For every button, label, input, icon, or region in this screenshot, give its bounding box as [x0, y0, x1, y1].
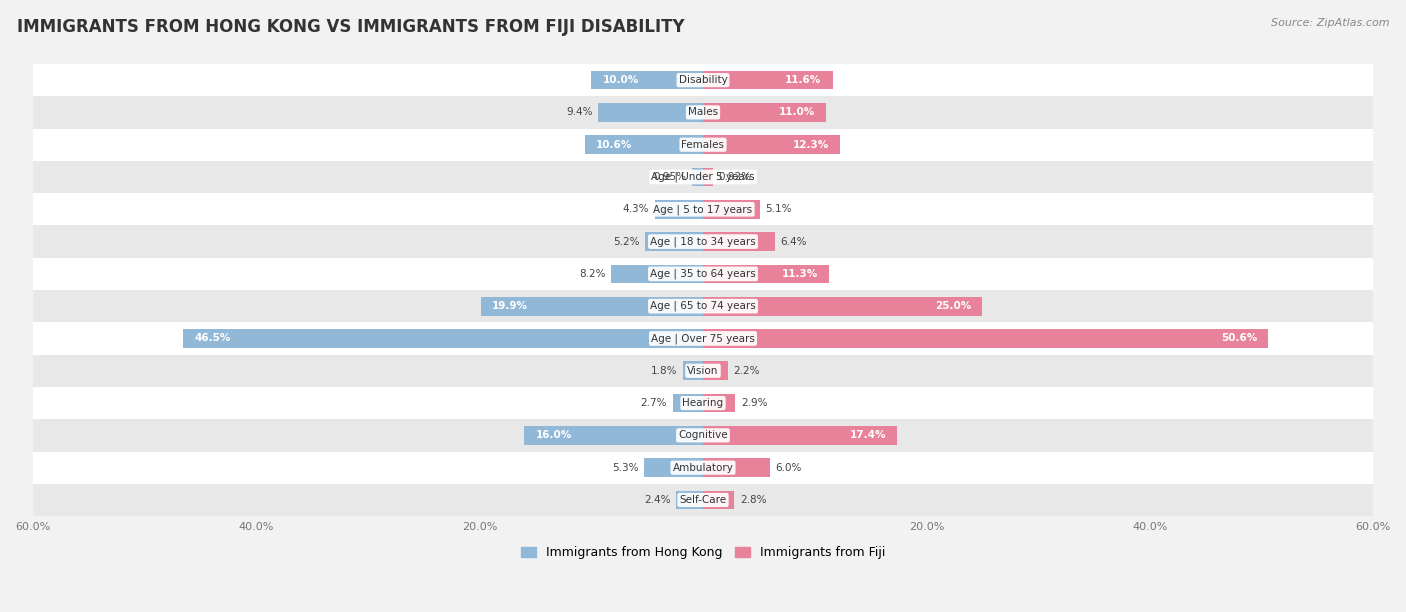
Text: 8.2%: 8.2%: [579, 269, 606, 279]
Text: 2.7%: 2.7%: [641, 398, 668, 408]
Text: 2.2%: 2.2%: [733, 366, 759, 376]
Bar: [32, 484, 1374, 516]
Text: 6.0%: 6.0%: [776, 463, 801, 472]
Text: Age | 5 to 17 years: Age | 5 to 17 years: [654, 204, 752, 215]
Bar: [32, 452, 1374, 484]
Text: 2.4%: 2.4%: [644, 495, 671, 505]
Bar: [32, 64, 1374, 96]
Bar: [703, 103, 825, 122]
Text: 16.0%: 16.0%: [536, 430, 572, 441]
Bar: [703, 232, 775, 251]
Text: Age | Over 75 years: Age | Over 75 years: [651, 333, 755, 344]
Text: Males: Males: [688, 107, 718, 118]
Text: 10.6%: 10.6%: [596, 140, 631, 150]
Text: 12.3%: 12.3%: [793, 140, 830, 150]
Text: 2.8%: 2.8%: [740, 495, 766, 505]
Bar: [32, 354, 1374, 387]
Bar: [645, 232, 703, 251]
Bar: [524, 426, 703, 445]
Bar: [703, 168, 713, 187]
Bar: [703, 264, 830, 283]
Bar: [703, 362, 727, 380]
Text: 4.3%: 4.3%: [623, 204, 650, 214]
Bar: [703, 135, 841, 154]
Legend: Immigrants from Hong Kong, Immigrants from Fiji: Immigrants from Hong Kong, Immigrants fr…: [516, 541, 890, 564]
Text: 10.0%: 10.0%: [602, 75, 638, 85]
Bar: [183, 329, 703, 348]
Bar: [703, 329, 1268, 348]
Bar: [592, 71, 703, 89]
Bar: [703, 71, 832, 89]
Text: 11.0%: 11.0%: [779, 107, 814, 118]
Text: IMMIGRANTS FROM HONG KONG VS IMMIGRANTS FROM FIJI DISABILITY: IMMIGRANTS FROM HONG KONG VS IMMIGRANTS …: [17, 18, 685, 36]
Bar: [598, 103, 703, 122]
Bar: [612, 264, 703, 283]
Text: 19.9%: 19.9%: [492, 301, 527, 311]
Bar: [703, 200, 761, 218]
Text: 1.8%: 1.8%: [651, 366, 678, 376]
Bar: [673, 394, 703, 412]
Text: 5.1%: 5.1%: [766, 204, 792, 214]
Bar: [481, 297, 703, 316]
Text: 6.4%: 6.4%: [780, 237, 807, 247]
Bar: [32, 225, 1374, 258]
Text: 50.6%: 50.6%: [1220, 334, 1257, 343]
Bar: [32, 96, 1374, 129]
Bar: [683, 362, 703, 380]
Bar: [32, 290, 1374, 323]
Text: Self-Care: Self-Care: [679, 495, 727, 505]
Bar: [585, 135, 703, 154]
Text: 9.4%: 9.4%: [565, 107, 592, 118]
Bar: [703, 426, 897, 445]
Text: Females: Females: [682, 140, 724, 150]
Bar: [32, 323, 1374, 354]
Bar: [676, 491, 703, 509]
Text: 0.92%: 0.92%: [718, 172, 752, 182]
Text: 25.0%: 25.0%: [935, 301, 972, 311]
Bar: [703, 491, 734, 509]
Text: 5.2%: 5.2%: [613, 237, 640, 247]
Bar: [644, 458, 703, 477]
Text: 11.6%: 11.6%: [785, 75, 821, 85]
Text: Age | 18 to 34 years: Age | 18 to 34 years: [650, 236, 756, 247]
Bar: [32, 387, 1374, 419]
Bar: [32, 258, 1374, 290]
Text: Disability: Disability: [679, 75, 727, 85]
Text: Hearing: Hearing: [682, 398, 724, 408]
Text: Cognitive: Cognitive: [678, 430, 728, 441]
Bar: [32, 193, 1374, 225]
Bar: [703, 394, 735, 412]
Bar: [32, 419, 1374, 452]
Bar: [692, 168, 703, 187]
Bar: [32, 129, 1374, 161]
Text: Age | 65 to 74 years: Age | 65 to 74 years: [650, 301, 756, 312]
Text: Age | Under 5 years: Age | Under 5 years: [651, 172, 755, 182]
Text: Vision: Vision: [688, 366, 718, 376]
Text: Age | 35 to 64 years: Age | 35 to 64 years: [650, 269, 756, 279]
Text: 0.95%: 0.95%: [654, 172, 686, 182]
Text: Ambulatory: Ambulatory: [672, 463, 734, 472]
Text: Source: ZipAtlas.com: Source: ZipAtlas.com: [1271, 18, 1389, 28]
Bar: [655, 200, 703, 218]
Text: 5.3%: 5.3%: [612, 463, 638, 472]
Text: 17.4%: 17.4%: [849, 430, 886, 441]
Text: 46.5%: 46.5%: [194, 334, 231, 343]
Bar: [703, 297, 983, 316]
Text: 2.9%: 2.9%: [741, 398, 768, 408]
Bar: [703, 458, 770, 477]
Text: 11.3%: 11.3%: [782, 269, 818, 279]
Bar: [32, 161, 1374, 193]
